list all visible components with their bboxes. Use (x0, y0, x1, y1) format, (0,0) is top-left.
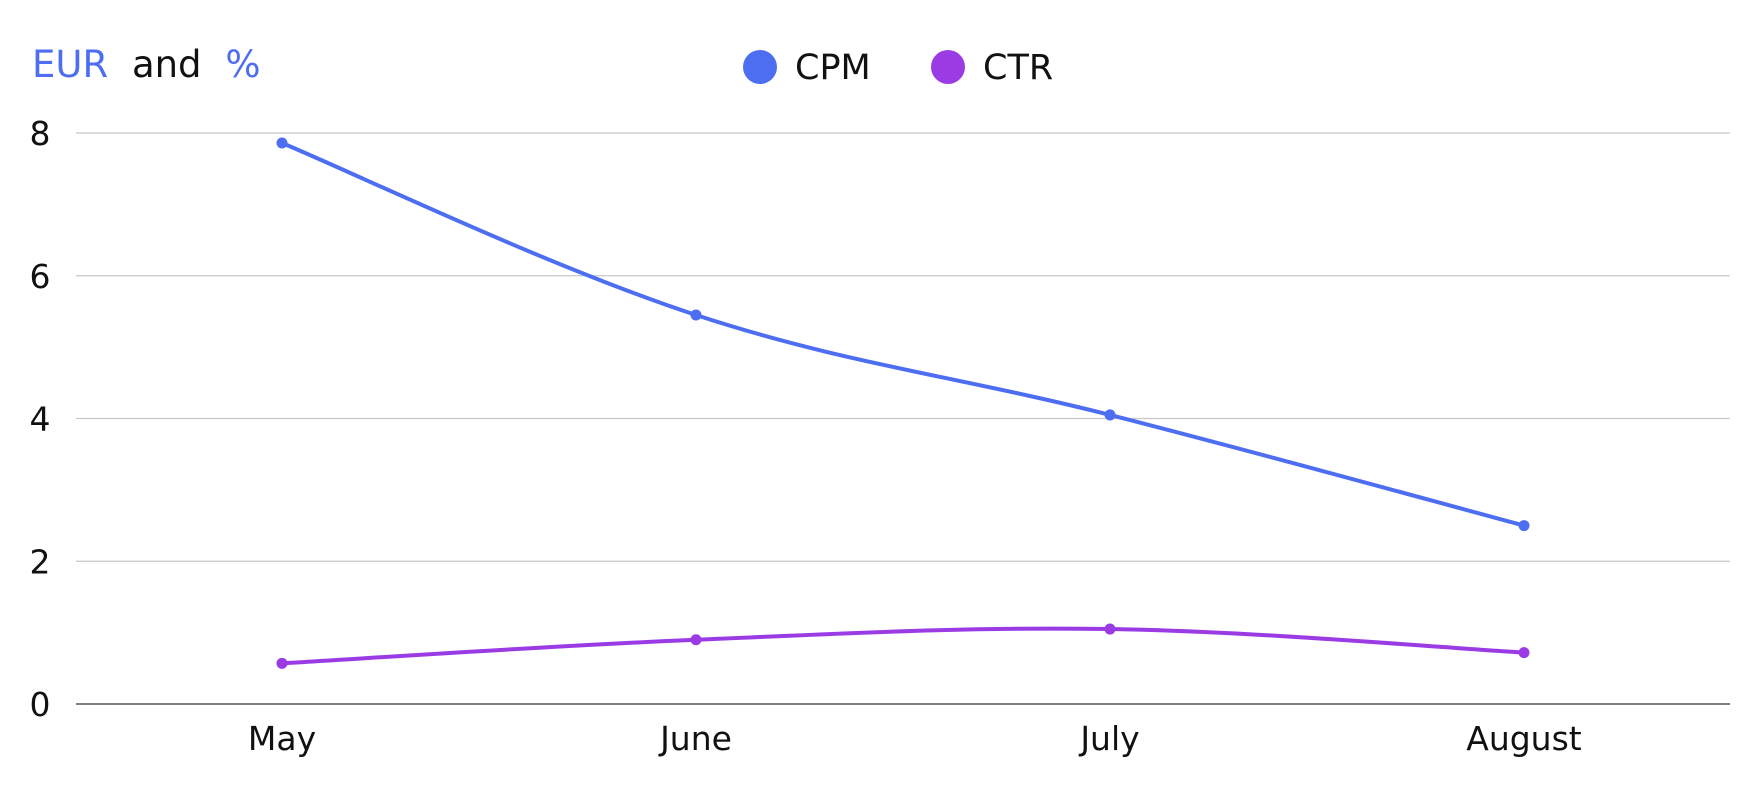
data-point-ctr-may[interactable] (276, 657, 288, 669)
x-tick-label-june: June (658, 719, 732, 758)
data-point-cpm-may[interactable] (276, 137, 288, 149)
legend-swatch-ctr-icon (931, 50, 965, 84)
series-layer (276, 137, 1530, 669)
legend: CPM CTR (743, 48, 1053, 88)
data-point-ctr-june[interactable] (690, 634, 702, 646)
data-point-cpm-august[interactable] (1518, 520, 1530, 532)
x-tick-label-august: August (1466, 719, 1582, 758)
gridlines (76, 132, 1730, 705)
x-axis-ticks: May June July August (248, 719, 1582, 758)
y-axis-unit-eur: EUR (32, 43, 108, 86)
series-ctr (276, 623, 1530, 669)
legend-label-ctr: CTR (983, 48, 1053, 88)
legend-item-ctr[interactable]: CTR (931, 48, 1053, 88)
data-point-cpm-june[interactable] (690, 309, 702, 321)
y-tick-label-4: 4 (30, 400, 51, 439)
x-tick-label-july: July (1078, 719, 1139, 758)
legend-label-cpm: CPM (795, 48, 871, 88)
y-tick-label-6: 6 (30, 257, 51, 296)
data-point-cpm-july[interactable] (1104, 409, 1116, 421)
y-axis-unit-and: and (132, 43, 202, 86)
series-cpm (276, 137, 1530, 532)
y-tick-label-2: 2 (30, 542, 51, 581)
y-tick-label-0: 0 (30, 685, 51, 724)
legend-swatch-cpm-icon (743, 50, 777, 84)
y-axis-unit-percent: % (225, 43, 260, 86)
series-line-ctr (280, 626, 1526, 666)
data-point-ctr-july[interactable] (1104, 623, 1116, 635)
legend-item-cpm[interactable]: CPM (743, 48, 871, 88)
series-line-cpm (280, 140, 1526, 528)
data-point-ctr-august[interactable] (1518, 647, 1530, 659)
y-axis-ticks: 0 2 4 6 8 (30, 114, 51, 724)
x-tick-label-may: May (248, 719, 316, 758)
y-tick-label-8: 8 (30, 114, 51, 153)
y-axis-unit-label: EUR and % (32, 43, 261, 86)
